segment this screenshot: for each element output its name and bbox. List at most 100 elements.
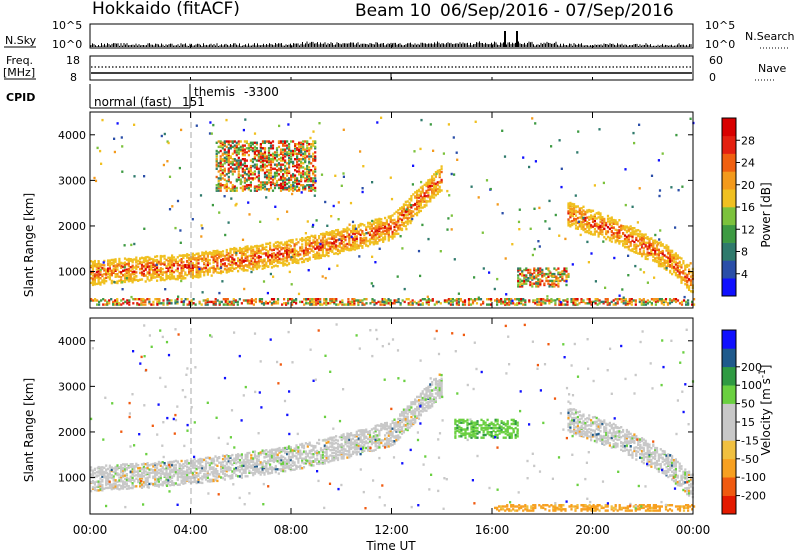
scatter-cell — [348, 223, 351, 226]
scatter-cell — [329, 233, 332, 236]
scatter-cell — [538, 303, 541, 306]
scatter-cell — [639, 238, 642, 241]
scatter-cell — [285, 303, 288, 306]
scatter-cell — [163, 467, 166, 471]
scatter-cell — [259, 155, 262, 158]
scatter-cell — [159, 277, 162, 280]
scatter-cell — [193, 480, 196, 483]
scatter-cell — [279, 148, 283, 151]
scatter-cell — [93, 275, 96, 278]
scatter-cell — [274, 259, 277, 263]
scatter-cell — [664, 300, 668, 304]
scatter-cell — [657, 248, 660, 251]
scatter-cell — [274, 264, 277, 267]
scatter-cell — [120, 276, 123, 279]
scatter-cell — [273, 163, 277, 166]
scatter-cell — [156, 270, 159, 274]
scatter-cell — [222, 303, 225, 306]
scatter-cell — [680, 263, 683, 267]
scatter-cell — [302, 152, 305, 155]
scatter-cell — [229, 140, 232, 143]
scatter-cell — [156, 300, 159, 304]
scatter-cell — [438, 174, 441, 177]
scatter-cell — [140, 273, 144, 277]
scatter-cell — [423, 204, 426, 207]
scatter-cell — [195, 270, 198, 273]
scatter-cell — [425, 183, 428, 187]
scatter-cell — [303, 298, 306, 301]
scatter-cell — [387, 302, 390, 305]
scatter-cell — [374, 240, 377, 243]
scatter-cell — [237, 152, 240, 155]
scatter-cell — [429, 195, 432, 198]
scatter-cell — [321, 253, 324, 256]
scatter-cell — [510, 299, 513, 302]
scatter-cell — [361, 245, 364, 248]
scatter-cell — [410, 206, 413, 209]
scatter-cell — [427, 185, 430, 189]
scatter-cell — [242, 265, 245, 268]
scatter-cell — [223, 140, 226, 143]
scatter-cell — [246, 257, 249, 260]
scatter-cell — [306, 167, 309, 170]
scatter-cell — [323, 239, 326, 242]
scatter-cell — [561, 272, 564, 276]
scatter-cell — [684, 283, 687, 286]
scatter-cell — [291, 300, 294, 304]
scatter-cell — [172, 262, 176, 266]
scatter-cell — [682, 299, 686, 302]
scatter-cell — [300, 151, 303, 154]
scatter-cell — [182, 476, 185, 479]
scatter-cell — [310, 303, 313, 306]
scatter-cell — [184, 461, 187, 464]
scatter-cell — [169, 269, 172, 272]
scatter-cell — [537, 279, 540, 283]
scatter-cell — [182, 463, 185, 466]
scatter-cell — [654, 252, 657, 255]
scatter-cell — [524, 303, 527, 306]
scatter-cell — [624, 168, 627, 171]
scatter-cell — [635, 249, 638, 253]
scatter-cell — [308, 239, 311, 242]
scatter-cell — [295, 253, 298, 256]
scatter-cell — [224, 298, 227, 301]
scatter-cell — [287, 123, 290, 126]
scatter-cell — [286, 167, 289, 170]
scatter-cell — [625, 241, 628, 244]
scatter-cell — [588, 224, 591, 228]
scatter-cell — [148, 256, 151, 259]
scatter-cell — [676, 299, 680, 302]
scatter-cell — [258, 300, 261, 304]
scatter-cell — [233, 170, 236, 173]
scatter-cell — [191, 254, 194, 257]
scatter-cell — [154, 468, 157, 472]
scatter-cell — [170, 302, 173, 305]
scatter-cell — [263, 148, 267, 151]
scatter-cell — [108, 464, 111, 467]
scatter-cell — [688, 272, 691, 275]
scatter-cell — [578, 302, 581, 305]
scatter-cell — [227, 255, 230, 258]
scatter-cell — [210, 266, 213, 269]
scatter-cell — [312, 158, 315, 161]
scatter-cell — [622, 302, 625, 305]
scatter-cell — [167, 275, 170, 278]
scatter-cell — [313, 300, 316, 304]
scatter-cell — [269, 241, 272, 245]
scatter-cell — [310, 177, 313, 180]
scatter-cell — [669, 269, 672, 273]
scatter-cell — [349, 303, 352, 306]
scatter-cell — [676, 276, 679, 279]
scatter-cell — [683, 295, 686, 299]
scatter-cell — [154, 276, 157, 279]
scatter-cell — [359, 233, 362, 236]
scatter-cell — [146, 265, 149, 269]
scatter-cell — [221, 177, 224, 180]
scatter-cell — [434, 171, 437, 174]
scatter-cell — [419, 202, 422, 205]
scatter-cell — [333, 232, 336, 235]
scatter-cell — [433, 177, 436, 180]
scatter-cell — [410, 211, 413, 215]
scatter-cell — [140, 261, 144, 264]
scatter-cell — [227, 159, 230, 162]
